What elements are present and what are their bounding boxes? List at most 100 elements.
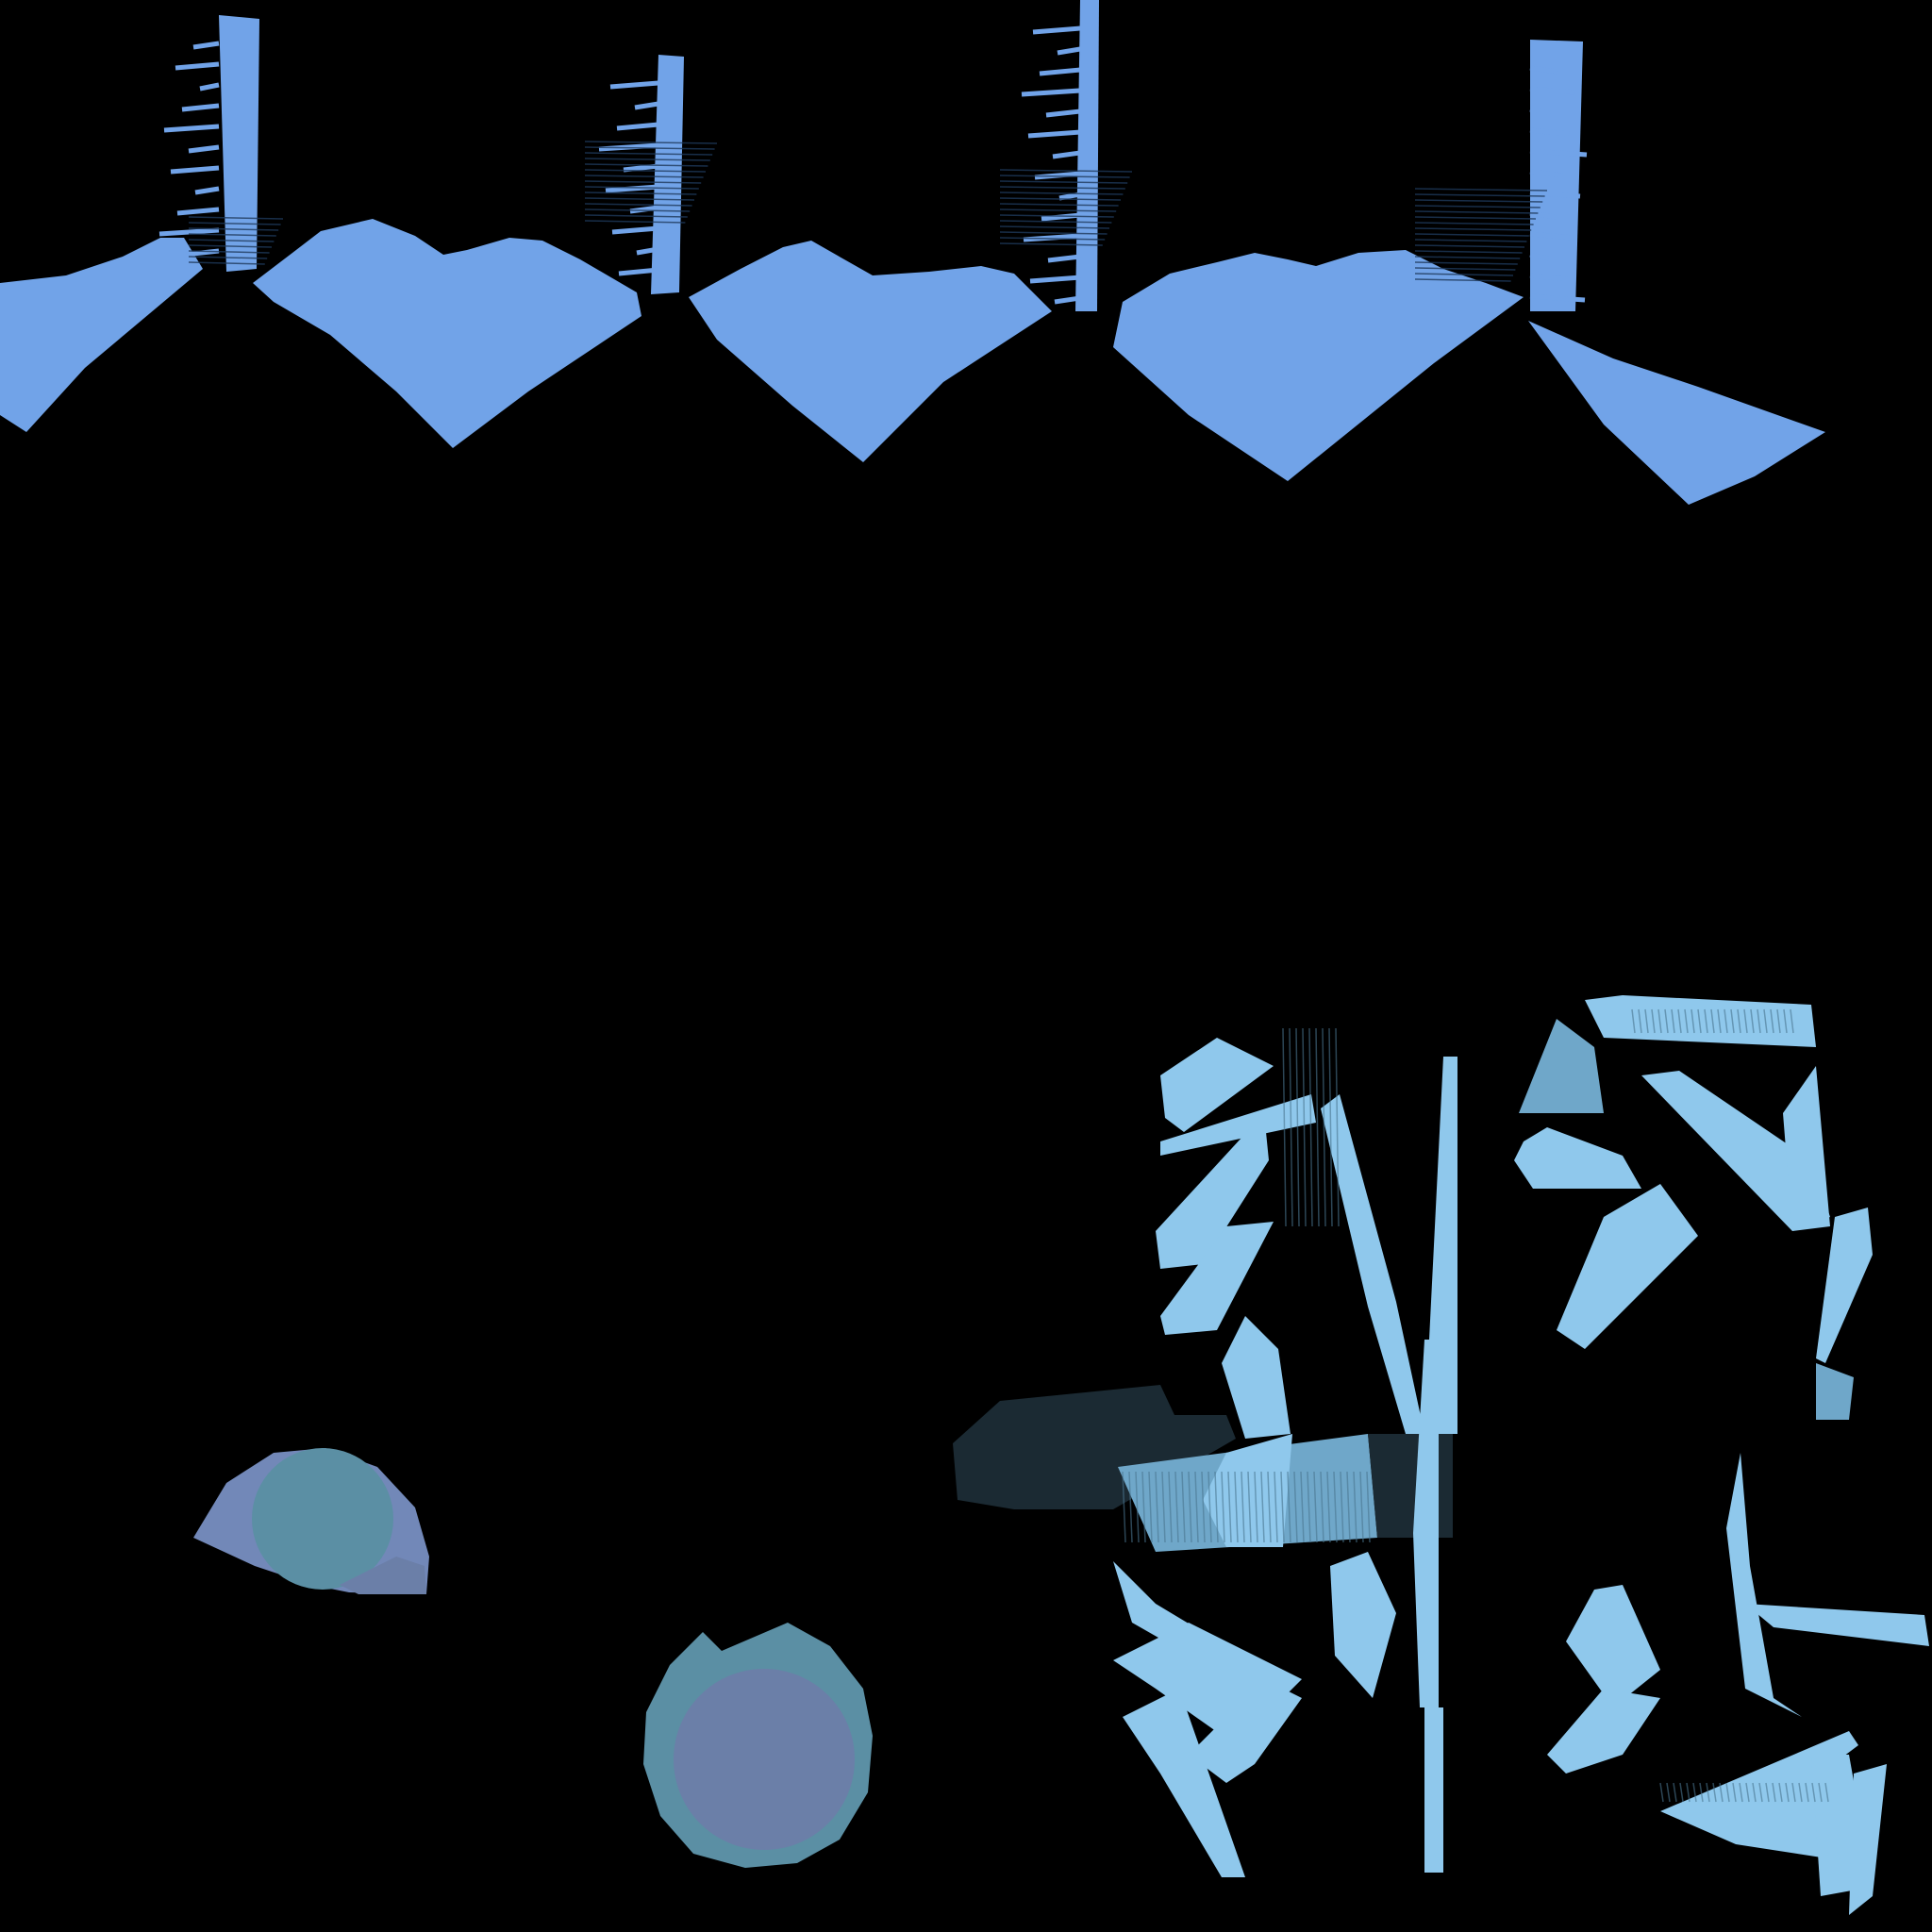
stripe-line (1260, 1471, 1265, 1543)
hatch-line (584, 141, 718, 144)
gem-small-table (252, 1448, 393, 1590)
stripe-line (1704, 1008, 1708, 1034)
comb-tooth (1529, 86, 1576, 95)
hatch-line (188, 239, 275, 242)
comb-tooth (1529, 127, 1570, 137)
stripe-line (1737, 1008, 1741, 1034)
gem-large-table (674, 1669, 855, 1850)
stripe-line (1710, 1008, 1715, 1034)
shard-right-wedge (1783, 1066, 1830, 1231)
stripe-line (1730, 1008, 1735, 1034)
stripe-line (1673, 1782, 1677, 1803)
stripe-line (1274, 1471, 1278, 1543)
stripe-line (1690, 1008, 1695, 1034)
stripe-line (1174, 1471, 1179, 1543)
stripe-line (1148, 1471, 1153, 1543)
stripe-line (1785, 1782, 1790, 1803)
stripe-line (1141, 1471, 1146, 1543)
stripe-line (1326, 1471, 1331, 1543)
comb-2 (651, 55, 684, 294)
stripe-line (1824, 1782, 1829, 1803)
band-segment-4 (1113, 250, 1524, 481)
hatch-line (999, 169, 1133, 173)
hatch-line (584, 220, 686, 224)
stripe-line (1752, 1782, 1757, 1803)
hatch-line (999, 225, 1110, 229)
comb-tooth (634, 101, 659, 110)
shard-top-light (1160, 1038, 1274, 1132)
hatch-line (1414, 273, 1514, 276)
comb-tooth (163, 124, 220, 133)
stripe-line (1659, 1782, 1664, 1803)
stripe-line (1712, 1782, 1717, 1803)
stripe-line (1122, 1471, 1126, 1543)
band-segment-5 (1528, 321, 1825, 505)
stripe-line (1818, 1782, 1823, 1803)
stripe-line (1280, 1471, 1285, 1543)
comb-tooth (170, 165, 220, 175)
shard-bottom-corner (1849, 1764, 1887, 1915)
hatch-line (1414, 188, 1548, 192)
comb-tooth (1027, 129, 1081, 139)
stripe-line (1686, 1782, 1690, 1803)
comb-tooth (1529, 107, 1552, 116)
stripe-line (1359, 1471, 1364, 1543)
shard-lower-right-a (1566, 1585, 1660, 1707)
hatch-line (1414, 210, 1539, 214)
hatch-line (188, 261, 265, 265)
shard-hatching (1122, 1008, 1829, 1803)
comb-tooth (609, 80, 659, 90)
stripe-line (1706, 1782, 1710, 1803)
hatch-line (584, 163, 708, 167)
comb-tooth (1052, 150, 1081, 159)
stripe-line (1664, 1008, 1669, 1034)
shard-lower-left-d (1189, 1679, 1302, 1783)
comb-tooth (194, 186, 220, 195)
stripe-line (1739, 1782, 1743, 1803)
hatch-line (1414, 222, 1534, 225)
hatch-line (188, 227, 279, 231)
stripe-line (1671, 1008, 1675, 1034)
hatch-line (584, 197, 695, 201)
comb-tooth (188, 144, 220, 154)
hatch-line (188, 244, 273, 248)
comb-tooth (1057, 46, 1081, 56)
stripe-line (1763, 1008, 1768, 1034)
stripe-line (1666, 1782, 1671, 1803)
stripe-line (1805, 1782, 1809, 1803)
stripe-line (1287, 1471, 1291, 1543)
comb-tooth (192, 41, 220, 50)
stripe-line (1227, 1471, 1232, 1543)
top-band-strip (0, 0, 1825, 505)
comb-tooth (1032, 25, 1081, 35)
stripe-line (1168, 1471, 1173, 1543)
comb-tooth (616, 122, 659, 131)
stripe-line (1313, 1471, 1318, 1543)
stripe-line (1247, 1471, 1252, 1543)
stripe-line (1194, 1471, 1199, 1543)
comb-tooth (1529, 293, 1586, 303)
stripe-line (1181, 1471, 1186, 1543)
shard-lower-center (1330, 1552, 1396, 1698)
stripe-line (1651, 1008, 1656, 1034)
stripe-line (1657, 1008, 1662, 1034)
stripe-line (1241, 1471, 1245, 1543)
hatch-line (1414, 193, 1545, 197)
shard-right-fan (1514, 1127, 1641, 1189)
stripe-line (1221, 1471, 1225, 1543)
stripe-line (1234, 1471, 1239, 1543)
stripe-line (1366, 1471, 1371, 1543)
comb-tooth (618, 267, 659, 276)
shard-lower-right-d (1660, 1731, 1858, 1863)
stripe-line (1638, 1008, 1642, 1034)
hatch-line (584, 169, 707, 173)
hatch-line (999, 214, 1114, 218)
stripe-line (1719, 1782, 1724, 1803)
stripe-line (1811, 1782, 1816, 1803)
stripe-line (1346, 1471, 1351, 1543)
stripe-line (1679, 1782, 1684, 1803)
comb-tooth (158, 227, 220, 237)
comb-tooth (181, 103, 220, 112)
comb-tooth (623, 163, 659, 173)
stripe-line (1302, 1027, 1307, 1227)
